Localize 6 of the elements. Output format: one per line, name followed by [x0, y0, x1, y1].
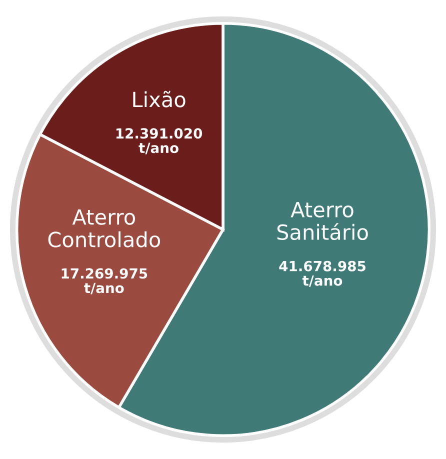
data-label: 12.391.020 t/ano	[116, 128, 202, 154]
data-label: 41.678.985 t/ano	[279, 260, 366, 287]
slice-label: Aterro Controlado	[48, 209, 160, 248]
slice-label: Lixão	[133, 90, 186, 108]
data-label: 17.269.975 t/ano	[62, 268, 148, 294]
slice-label: Aterro Sanitário	[277, 202, 368, 240]
